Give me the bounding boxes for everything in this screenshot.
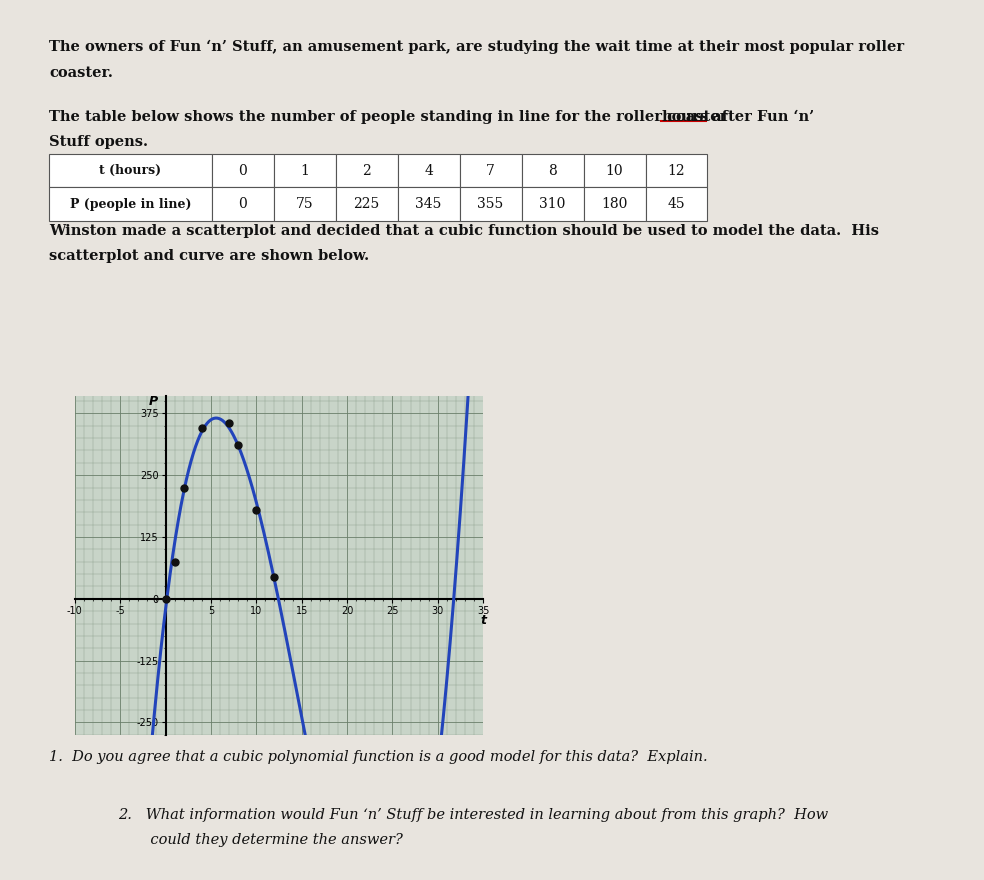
Text: 75: 75: [296, 197, 313, 211]
Text: 12: 12: [668, 164, 685, 178]
Point: [194, 422, 210, 436]
Text: 345: 345: [415, 197, 442, 211]
Text: 45: 45: [668, 197, 685, 211]
Point: [166, 554, 182, 568]
Text: 0: 0: [238, 164, 247, 178]
Text: 1.  Do you agree that a cubic polynomial function is a good model for this data?: 1. Do you agree that a cubic polynomial …: [49, 750, 707, 764]
Point: [221, 416, 237, 430]
Text: 180: 180: [601, 197, 628, 211]
Text: could they determine the answer?: could they determine the answer?: [118, 833, 403, 847]
Text: t (hours): t (hours): [99, 165, 161, 177]
Text: 0: 0: [238, 197, 247, 211]
Text: after Fun ‘n’: after Fun ‘n’: [707, 110, 814, 124]
Text: 310: 310: [539, 197, 566, 211]
Point: [176, 480, 192, 495]
Text: 8: 8: [548, 164, 557, 178]
Text: 2.   What information would Fun ‘n’ Stuff be interested in learning about from t: 2. What information would Fun ‘n’ Stuff …: [118, 808, 829, 822]
Text: 2: 2: [362, 164, 371, 178]
Text: 4: 4: [424, 164, 433, 178]
Text: 355: 355: [477, 197, 504, 211]
Text: 7: 7: [486, 164, 495, 178]
Text: coaster.: coaster.: [49, 66, 113, 80]
Point: [267, 569, 282, 583]
Point: [157, 591, 173, 605]
Text: t: t: [480, 613, 486, 627]
Text: Stuff opens.: Stuff opens.: [49, 135, 149, 149]
Text: P (people in line): P (people in line): [70, 198, 191, 210]
Text: hours: hours: [661, 110, 708, 124]
Text: 1: 1: [300, 164, 309, 178]
Text: scatterplot and curve are shown below.: scatterplot and curve are shown below.: [49, 249, 369, 263]
Point: [230, 438, 246, 452]
Text: The owners of Fun ‘n’ Stuff, an amusement park, are studying the wait time at th: The owners of Fun ‘n’ Stuff, an amusemen…: [49, 40, 904, 54]
Text: 10: 10: [606, 164, 623, 178]
Text: P: P: [150, 395, 158, 408]
Text: The table below shows the number of people standing in line for the roller coast: The table below shows the number of peop…: [49, 110, 738, 124]
Text: Winston made a scatterplot and decided that a cubic function should be used to m: Winston made a scatterplot and decided t…: [49, 224, 879, 238]
Text: 225: 225: [353, 197, 380, 211]
Point: [248, 502, 264, 517]
